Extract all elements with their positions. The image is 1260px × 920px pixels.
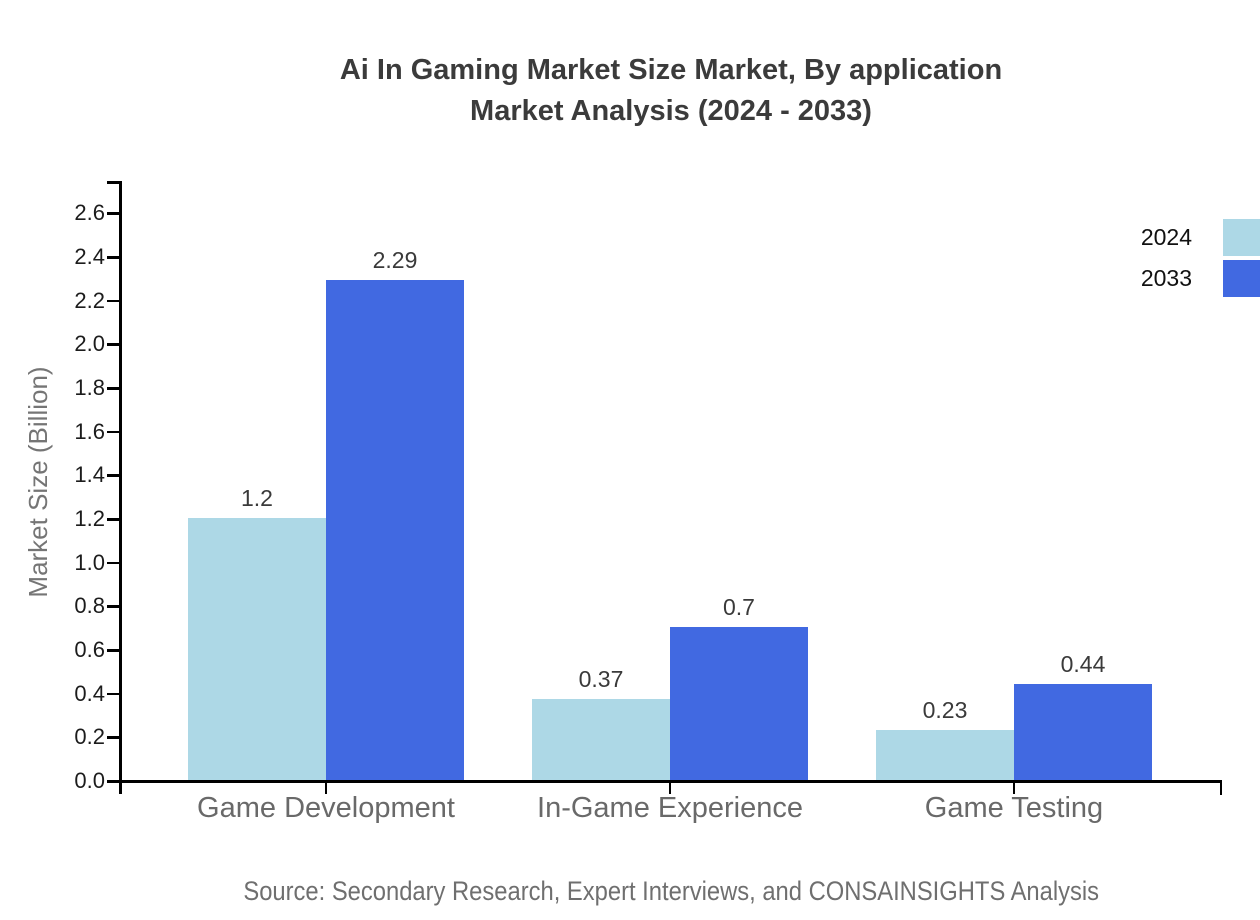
y-tick [107,212,120,215]
x-tick [668,780,672,794]
x-tick [1012,780,1016,794]
x-category-label-game-testing: Game Testing [924,792,1104,824]
y-tick [107,561,120,565]
bar-value-label-2024-in-game-experience: 0.37 [578,666,624,693]
y-tick [107,605,120,608]
legend-label-2033: 2033 [1140,265,1192,291]
y-tick [107,474,120,477]
bar-value-label-2033-in-game-experience: 0.7 [723,594,755,621]
y-tick-label: 0.0 [74,768,105,793]
y-tick-label: 1.4 [74,462,105,488]
y-tick [107,649,120,652]
bar-2024-in-game-experience [532,699,670,780]
y-tick-label: 1.0 [74,549,105,575]
bar-value-label-2024-game-testing: 0.23 [922,696,968,723]
bar-2024-game-testing [876,729,1014,780]
x-axis-right-cap [1219,780,1222,795]
bar-2033-game-development [326,280,464,780]
y-tick-label: 2.0 [74,331,105,357]
y-tick-label: 0.2 [74,724,105,750]
chart-title: Ai In Gaming Market Size Market, By appl… [82,50,1260,132]
y-tick [107,736,120,739]
y-tick-label: 1.2 [74,506,105,532]
x-category-label-in-game-experience: In-Game Experience [537,792,803,824]
bar-value-label-2024-game-development: 1.2 [241,485,273,512]
x-axis-line [107,780,1222,783]
source-note: Source: Secondary Research, Expert Inter… [82,876,1260,907]
bar-value-label-2033-game-testing: 0.44 [1060,650,1106,677]
legend-swatch-2033 [1223,260,1260,297]
legend-swatch-2024 [1223,219,1260,256]
y-tick [107,343,120,346]
y-tick [107,780,120,783]
y-axis-top-cap [107,181,122,184]
y-tick [107,256,120,259]
bar-2024-game-development [188,518,326,780]
y-tick-label: 2.2 [74,287,105,313]
x-category-label-game-development: Game Development [197,792,455,824]
y-tick-label: 2.6 [74,200,105,226]
y-tick-label: 1.8 [74,375,105,401]
legend: 2024 2033 [1141,219,1260,297]
bar-value-label-2033-game-development: 2.29 [372,247,418,274]
x-tick [324,780,328,794]
source-note-text: Source: Secondary Research, Expert Inter… [243,876,1099,906]
chart-title-line2: Market Analysis (2024 - 2033) [470,95,872,127]
y-tick-label: 0.6 [74,637,105,663]
y-tick-label: 1.6 [74,418,105,444]
y-tick-label: 0.8 [74,593,105,619]
chart-title-line1: Ai In Gaming Market Size Market, By appl… [339,54,1003,86]
legend-label-2024: 2024 [1140,224,1192,250]
y-tick-label: 2.4 [74,244,105,270]
y-tick [107,387,120,390]
y-tick [107,299,120,303]
legend-item-2033: 2033 [1141,260,1260,297]
y-tick [107,518,120,521]
y-tick [107,430,120,434]
legend-item-2024: 2024 [1141,219,1260,256]
y-tick [107,692,120,696]
y-tick-label: 0.4 [74,680,105,706]
bar-2033-game-testing [1014,683,1152,780]
bar-2033-in-game-experience [670,627,808,780]
y-axis-line [119,181,122,794]
